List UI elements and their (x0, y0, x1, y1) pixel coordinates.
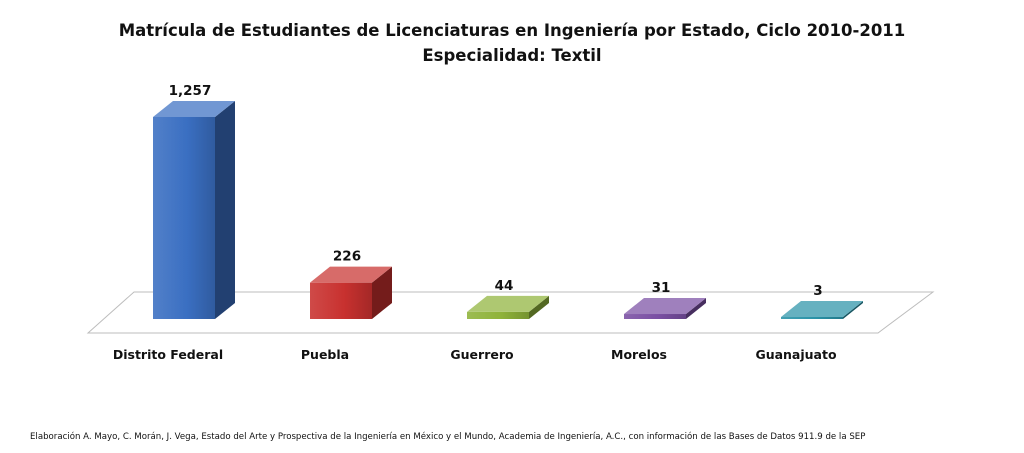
bar-side-morelos (686, 298, 706, 319)
category-label-guerrero: Guerrero (450, 347, 514, 362)
bar-side-distrito-federal (215, 101, 235, 319)
bar-guanajuato (781, 301, 863, 319)
bar-front-guanajuato (781, 317, 843, 319)
value-label-puebla: 226 (333, 249, 361, 265)
value-labels-group: 1,257 226 44 31 3 (169, 83, 823, 299)
value-label-guerrero: 44 (495, 278, 514, 294)
bar-top-morelos (624, 298, 706, 315)
bar-morelos (624, 298, 706, 319)
bar-top-distrito-federal (153, 101, 235, 117)
value-label-guanajuato: 3 (813, 283, 822, 299)
chart-title: Matrícula de Estudiantes de Licenciatura… (118, 21, 906, 40)
bar-front-guerrero (467, 311, 529, 319)
value-label-morelos: 31 (652, 280, 671, 296)
category-labels-group: Distrito Federal Puebla Guerrero Morelos Gua… (113, 347, 837, 362)
value-label-distrito-federal: 1,257 (169, 83, 212, 99)
bar-top-puebla (310, 266, 392, 283)
bar-front-distrito-federal (153, 117, 215, 319)
chart-subtitle: Especialidad: Textil (422, 46, 602, 65)
bar-side-guerrero (529, 295, 549, 319)
bar-distrito-federal (153, 101, 235, 319)
bar-side-puebla (372, 266, 392, 319)
bars-group (153, 101, 863, 319)
bar-top-guerrero (467, 295, 549, 312)
bar-guerrero (467, 295, 549, 319)
bar-front-morelos (624, 314, 686, 319)
bar-top-guanajuato (781, 301, 863, 317)
category-label-puebla: Puebla (301, 347, 349, 362)
source-note: Elaboración A. Mayo, C. Morán, J. Vega, … (30, 432, 866, 442)
bar-side-guanajuato (843, 301, 863, 319)
category-label-distrito-federal: Distrito Federal (113, 347, 223, 362)
chart-title-block: Matrícula de Estudiantes de Licenciatura… (0, 18, 1024, 68)
category-label-guanajuato: Guanajuato (755, 347, 837, 362)
bar-puebla (310, 266, 392, 319)
category-label-morelos: Morelos (611, 347, 667, 362)
bar-front-puebla (310, 282, 372, 319)
